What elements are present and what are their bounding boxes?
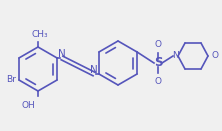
Text: N: N	[172, 51, 178, 61]
Text: N: N	[58, 49, 66, 59]
Text: CH₃: CH₃	[32, 30, 48, 39]
Text: OH: OH	[21, 101, 35, 110]
Text: Br: Br	[6, 75, 16, 84]
Text: S: S	[154, 56, 162, 70]
Text: O: O	[155, 40, 161, 49]
Text: O: O	[211, 51, 218, 61]
Text: O: O	[155, 77, 161, 86]
Text: N: N	[90, 65, 98, 75]
